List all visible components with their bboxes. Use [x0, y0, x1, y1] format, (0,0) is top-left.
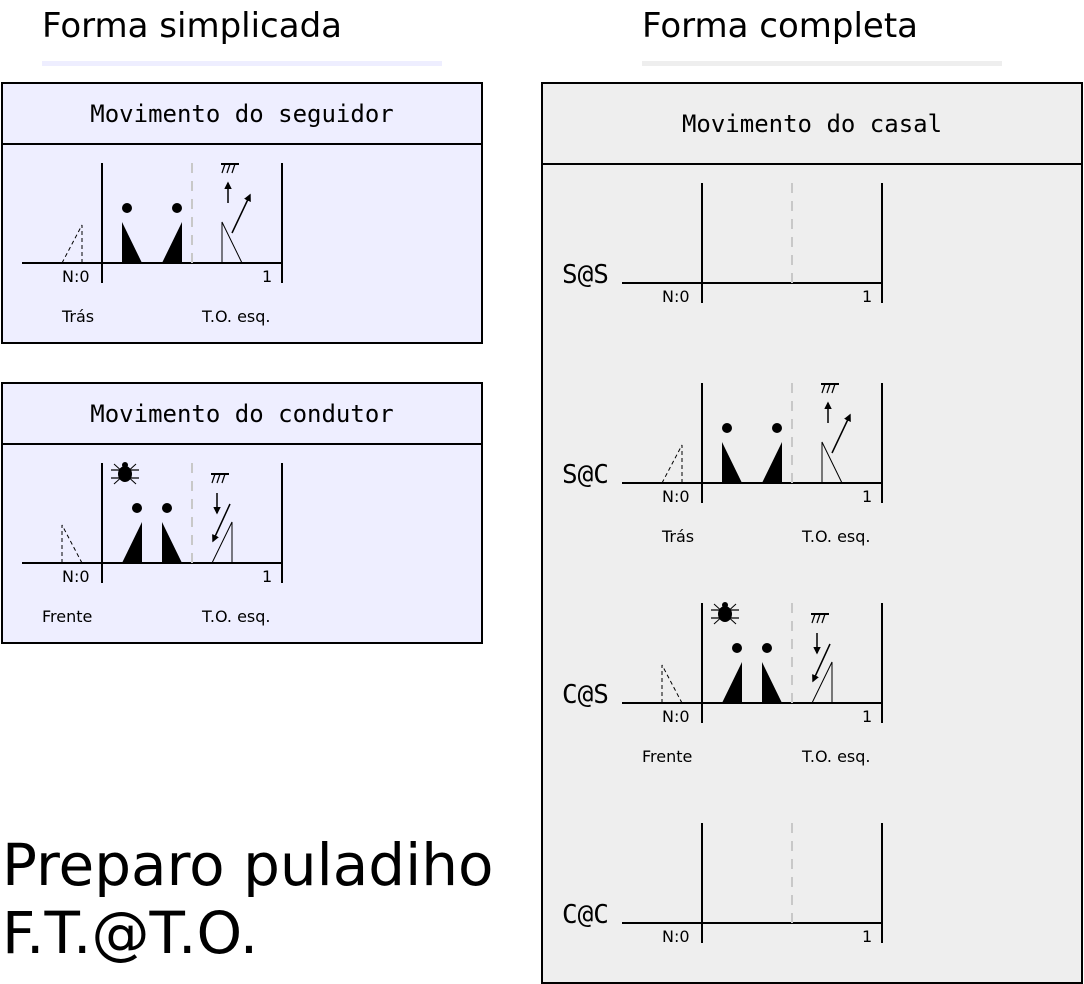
foot-step-icon — [762, 442, 782, 483]
foot-step-icon — [122, 222, 142, 263]
leader-step-diagram: N:0 1 Frente T.O. esq. — [22, 462, 283, 626]
turn-arrow-icon — [831, 413, 851, 454]
figure-title-line-2: F.T.@T.O. — [2, 899, 259, 967]
direction-front-label: Frente — [642, 747, 692, 766]
leader-movement-title: Movimento do condutor — [3, 384, 481, 445]
direction-back-label: Trás — [61, 307, 94, 326]
back-foot-ghost-icon — [661, 444, 683, 484]
foot-outline-icon — [811, 661, 833, 704]
figure-title-line-1: Preparo puladiho — [2, 831, 494, 899]
direction-front-label: Frente — [42, 607, 92, 626]
heel-dot-icon — [132, 503, 142, 513]
follower-movement-title: Movimento do seguidor — [3, 84, 481, 145]
pinned-foot-icon — [821, 383, 839, 394]
complete-form-underline — [642, 61, 1002, 66]
turn-label: T.O. esq. — [801, 527, 871, 546]
heel-dot-icon — [772, 423, 782, 433]
front-foot-ghost-icon — [661, 664, 683, 704]
heel-dot-icon — [762, 643, 772, 653]
pinned-foot-icon — [221, 163, 239, 174]
foot-step-icon — [162, 522, 182, 563]
foot-outline-icon — [821, 441, 843, 484]
row-label: C@S — [562, 680, 609, 710]
scale-start-label: N:0 — [662, 707, 690, 726]
front-foot-ghost-icon — [61, 524, 83, 564]
direction-back-label: Trás — [661, 527, 694, 546]
foot-step-icon — [722, 442, 742, 483]
turn-arrow-icon — [212, 503, 231, 543]
row-label: S@S — [562, 260, 609, 290]
couple-row-cc: C@C N:0 1 — [562, 823, 883, 946]
row-label: S@C — [562, 460, 609, 490]
turn-label: T.O. esq. — [201, 607, 271, 626]
heel-dot-icon — [732, 643, 742, 653]
foot-step-icon — [122, 522, 142, 563]
scale-end-label: 1 — [262, 567, 272, 586]
foot-outline-icon — [211, 521, 233, 564]
scale-start-label: N:0 — [662, 487, 690, 506]
scale-end-label: 1 — [862, 927, 872, 946]
scale-start-label: N:0 — [62, 267, 90, 286]
foot-outline-icon — [221, 221, 243, 264]
scale-end-label: 1 — [862, 707, 872, 726]
scale-end-label: 1 — [862, 487, 872, 506]
foot-step-icon — [762, 662, 782, 703]
turn-arrow-icon — [231, 193, 251, 234]
turn-label: T.O. esq. — [201, 307, 271, 326]
row-label: C@C — [562, 900, 609, 930]
simplified-form-underline — [42, 61, 442, 66]
scale-start-label: N:0 — [62, 567, 90, 586]
heel-dot-icon — [122, 203, 132, 213]
leader-movement-panel: Movimento do condutor — [1, 382, 483, 644]
simplified-form-heading: Forma simplicada — [42, 6, 342, 46]
scale-end-label: 1 — [862, 287, 872, 306]
scale-start-label: N:0 — [662, 927, 690, 946]
turn-label: T.O. esq. — [801, 747, 871, 766]
bug-icon — [111, 462, 139, 485]
foot-step-icon — [162, 222, 182, 263]
turn-arrow-icon — [812, 643, 831, 683]
follower-step-diagram: N:0 1 Trás T.O. esq. — [22, 163, 283, 326]
couple-movement-title: Movimento do casal — [543, 84, 1081, 165]
pinned-foot-icon — [811, 613, 829, 624]
scale-start-label: N:0 — [662, 287, 690, 306]
foot-step-icon — [722, 662, 742, 703]
couple-row-sc: S@C N:0 1 Trás T.O. esq. — [562, 383, 883, 546]
heel-dot-icon — [172, 203, 182, 213]
pinned-foot-icon — [211, 473, 229, 484]
scale-end-label: 1 — [262, 267, 272, 286]
couple-movement-panel: Movimento do casal — [541, 82, 1083, 984]
complete-form-heading: Forma completa — [642, 6, 919, 46]
follower-movement-panel: Movimento do seguidor — [1, 82, 483, 344]
couple-row-ss: S@S N:0 1 — [562, 183, 883, 306]
bug-icon — [711, 602, 739, 625]
couple-row-cs: C@S N:0 1 Frente T.O. esq. — [562, 602, 883, 766]
heel-dot-icon — [722, 423, 732, 433]
heel-dot-icon — [162, 503, 172, 513]
back-foot-ghost-icon — [61, 224, 83, 264]
